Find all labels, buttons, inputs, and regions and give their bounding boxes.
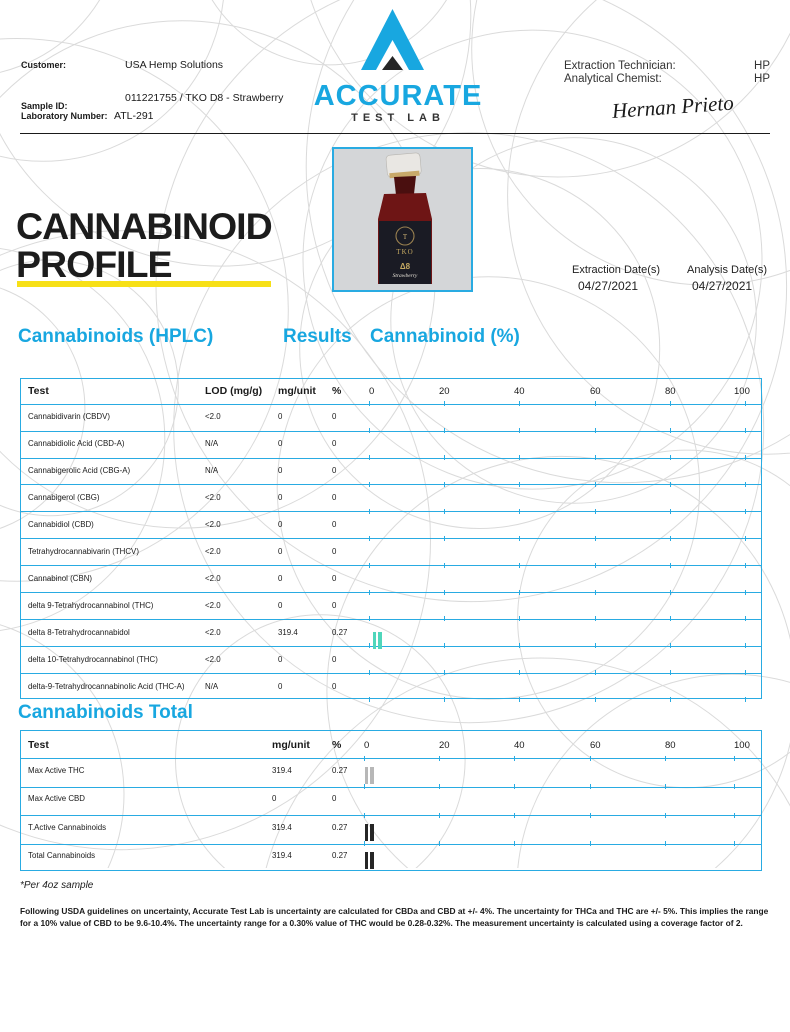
svg-text:Hernan Prieto: Hernan Prieto (610, 91, 734, 124)
svg-text:Δ8: Δ8 (400, 262, 411, 271)
svg-text:Strawberry: Strawberry (393, 273, 418, 279)
svg-text:T: T (403, 233, 408, 241)
svg-text:TKO: TKO (396, 248, 413, 256)
